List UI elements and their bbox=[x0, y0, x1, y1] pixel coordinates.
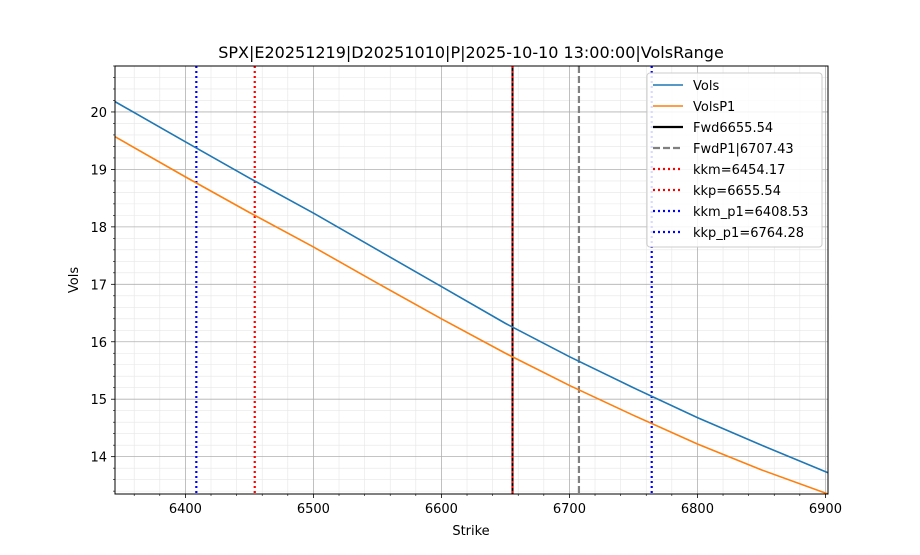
legend-label: Vols bbox=[693, 79, 719, 94]
tick-layer: 6400 6500 6600 6700 6800 6900 14 15 16 17 18 19 20 bbox=[90, 65, 842, 517]
legend-label: VolsP1 bbox=[693, 100, 735, 115]
chart-title: SPX|E20251219|D20251010|P|2025-10-10 13:… bbox=[218, 43, 724, 62]
legend-label: FwdP1|6707.43 bbox=[693, 142, 794, 157]
y-tick-label: 15 bbox=[90, 393, 107, 408]
legend-label: kkp_p1=6764.28 bbox=[693, 226, 804, 241]
series-line-vols bbox=[114, 100, 829, 474]
x-tick-label: 6600 bbox=[425, 502, 458, 517]
legend-box bbox=[646, 72, 823, 248]
x-tick-label: 6700 bbox=[553, 502, 586, 517]
legend-label: kkp=6655.54 bbox=[693, 184, 781, 199]
x-tick-label: 6900 bbox=[809, 502, 842, 517]
series-line-volsp1 bbox=[114, 135, 829, 495]
x-tick-label: 6400 bbox=[169, 502, 202, 517]
series-layer bbox=[114, 100, 829, 495]
y-tick-label: 20 bbox=[90, 106, 107, 121]
x-axis-label: Strike bbox=[452, 524, 489, 539]
legend-label: kkm_p1=6408.53 bbox=[693, 205, 808, 220]
plot-frame bbox=[114, 65, 829, 495]
x-tick-label: 6500 bbox=[297, 502, 330, 517]
legend-label: Fwd6655.54 bbox=[693, 121, 773, 136]
y-tick-label: 16 bbox=[90, 336, 107, 351]
y-axis-label: Vols bbox=[67, 267, 82, 293]
x-tick-label: 6800 bbox=[681, 502, 714, 517]
legend: Vols VolsP1 Fwd6655.54 FwdP1|6707.43 kkm=645… bbox=[646, 72, 823, 248]
legend-label: kkm=6454.17 bbox=[693, 163, 785, 178]
y-tick-label: 19 bbox=[90, 163, 107, 178]
y-tick-label: 14 bbox=[90, 451, 107, 466]
y-tick-label: 17 bbox=[90, 278, 107, 293]
y-tick-label: 18 bbox=[90, 221, 107, 236]
